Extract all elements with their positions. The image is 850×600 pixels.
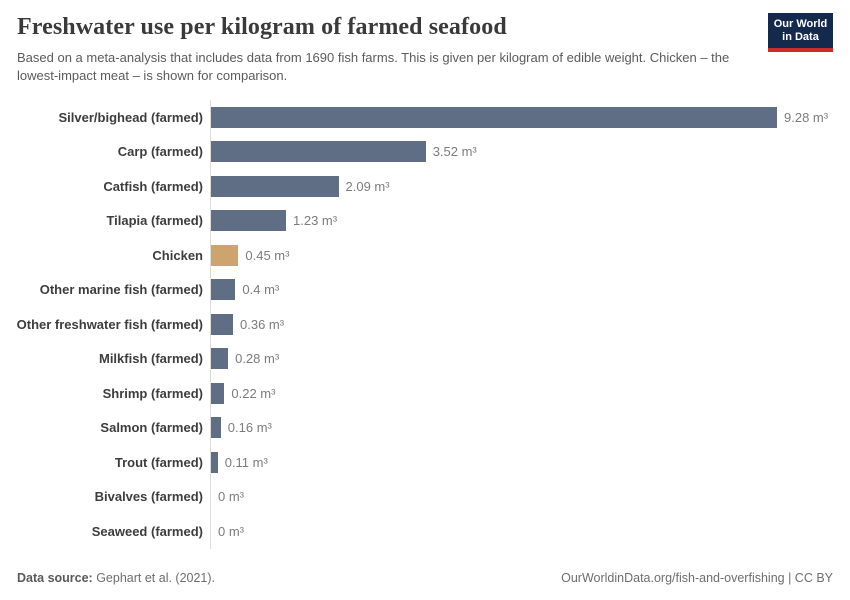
bar[interactable] [211, 175, 339, 197]
value-label: 1.23 m³ [293, 213, 338, 229]
category-label: Other freshwater fish (farmed) [16, 316, 203, 332]
bar-cell: 0 m³ [210, 514, 850, 549]
footer-link[interactable]: OurWorldinData.org/fish-and-overfishing … [561, 571, 833, 585]
chart-row: Bivalves (farmed) 0 m³ [0, 479, 850, 514]
bar[interactable] [211, 106, 777, 128]
data-source-value[interactable]: Gephart et al. (2021). [92, 571, 216, 585]
chart-row: Chicken 0.45 m³ [0, 238, 850, 273]
bar-cell: 9.28 m³ [210, 100, 850, 135]
data-source: Data source: Gephart et al. (2021). [17, 571, 215, 585]
bar[interactable] [211, 382, 225, 404]
category-label: Seaweed (farmed) [91, 523, 203, 539]
category-label: Bivalves (farmed) [94, 489, 203, 505]
value-label: 0 m³ [218, 523, 244, 539]
chart-row: Silver/bighead (farmed) 9.28 m³ [0, 100, 850, 135]
owid-logo-line2: in Data [782, 31, 819, 43]
value-label: 0.45 m³ [245, 247, 290, 263]
category-label: Other marine fish (farmed) [39, 282, 203, 298]
value-label: 0.16 m³ [227, 420, 272, 436]
value-label: 3.52 m³ [432, 144, 477, 160]
category-label: Shrimp (farmed) [102, 385, 203, 401]
chart-row: Trout (farmed) 0.11 m³ [0, 445, 850, 480]
bar-cell: 0.22 m³ [210, 376, 850, 411]
chart-header: Freshwater use per kilogram of farmed se… [0, 0, 850, 85]
chart-footer: Data source: Gephart et al. (2021). OurW… [17, 571, 833, 585]
value-label: 0 m³ [218, 489, 244, 505]
bar-cell: 1.23 m³ [210, 203, 850, 238]
bar-cell: 2.09 m³ [210, 169, 850, 204]
bar[interactable] [211, 244, 239, 266]
owid-logo[interactable]: Our World in Data [768, 13, 833, 52]
category-label: Catfish (farmed) [103, 178, 203, 194]
chart-row: Tilapia (farmed) 1.23 m³ [0, 203, 850, 238]
value-label: 9.28 m³ [784, 109, 829, 125]
category-label: Milkfish (farmed) [98, 351, 203, 367]
bar-chart: Silver/bighead (farmed) 9.28 m³ Carp (farm… [0, 100, 850, 549]
category-label: Chicken [152, 247, 203, 263]
bar[interactable] [211, 279, 236, 301]
chart-subtitle: Based on a meta-analysis that includes d… [17, 50, 730, 83]
category-label: Tilapia (farmed) [106, 213, 203, 229]
chart-row: Other marine fish (farmed) 0.4 m³ [0, 272, 850, 307]
category-label: Salmon (farmed) [100, 420, 203, 436]
owid-logo-line1: Our World [773, 18, 828, 30]
chart-row: Shrimp (farmed) 0.22 m³ [0, 376, 850, 411]
bar-cell: 0 m³ [210, 479, 850, 514]
chart-row: Carp (farmed) 3.52 m³ [0, 134, 850, 169]
value-label: 0.4 m³ [242, 282, 280, 298]
value-label: 0.22 m³ [231, 385, 276, 401]
data-source-label: Data source: [17, 571, 93, 585]
bar[interactable] [211, 313, 233, 335]
chart-row: Seaweed (farmed) 0 m³ [0, 514, 850, 549]
bar-cell: 0.28 m³ [210, 341, 850, 376]
bar-cell: 0.36 m³ [210, 307, 850, 342]
bar[interactable] [211, 348, 229, 370]
chart-row: Catfish (farmed) 2.09 m³ [0, 169, 850, 204]
bar[interactable] [211, 141, 426, 163]
bar-cell: 0.4 m³ [210, 272, 850, 307]
bar[interactable] [211, 417, 221, 439]
bar-cell: 0.16 m³ [210, 410, 850, 445]
category-label: Silver/bighead (farmed) [58, 109, 203, 125]
category-label: Trout (farmed) [114, 454, 203, 470]
bar[interactable] [211, 210, 286, 232]
bar[interactable] [211, 451, 218, 473]
bar-cell: 0.45 m³ [210, 238, 850, 273]
value-label: 0.11 m³ [224, 454, 268, 470]
category-label: Carp (farmed) [117, 144, 203, 160]
chart-row: Salmon (farmed) 0.16 m³ [0, 410, 850, 445]
bar-cell: 3.52 m³ [210, 134, 850, 169]
value-label: 2.09 m³ [345, 178, 390, 194]
value-label: 0.36 m³ [240, 316, 285, 332]
chart-title: Freshwater use per kilogram of farmed se… [17, 14, 507, 40]
value-label: 0.28 m³ [235, 351, 280, 367]
chart-row: Milkfish (farmed) 0.28 m³ [0, 341, 850, 376]
bar-cell: 0.11 m³ [210, 445, 850, 480]
chart-row: Other freshwater fish (farmed) 0.36 m³ [0, 307, 850, 342]
